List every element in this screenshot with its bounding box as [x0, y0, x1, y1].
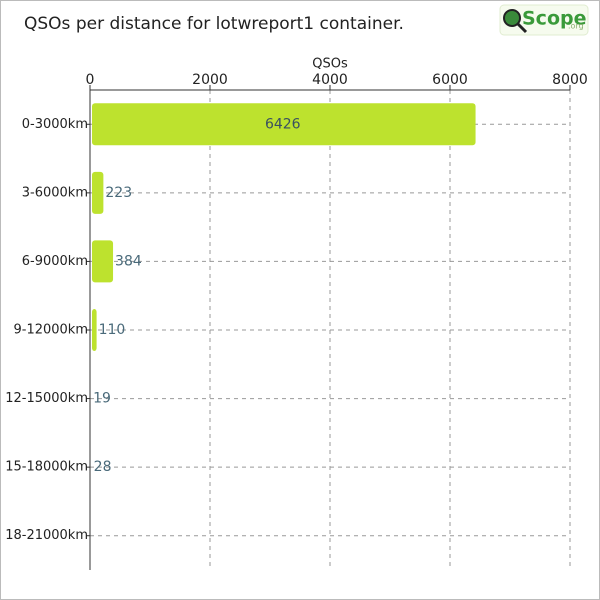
- data-label: 223: [105, 185, 132, 201]
- logo-handle: [516, 22, 528, 34]
- bar: [92, 171, 104, 214]
- bar: [92, 309, 97, 351]
- data-label: 19: [93, 391, 111, 407]
- data-label: 110: [99, 322, 126, 338]
- logo-text: Scope: [522, 8, 587, 30]
- bar: [92, 240, 114, 283]
- x-tick-label: 6000: [432, 72, 468, 88]
- logo-suffix: .org: [568, 22, 584, 31]
- data-label: 28: [94, 459, 112, 475]
- data-label: 6426: [265, 116, 301, 132]
- y-tick-label: 15-18000km: [5, 460, 88, 475]
- logo: Scope .org: [499, 4, 589, 36]
- chart-title: QSOs per distance for lotwreport1 contai…: [24, 14, 404, 34]
- y-tick-label: 9-12000km: [13, 323, 88, 338]
- x-tick-label: 8000: [552, 72, 588, 88]
- y-tick-label: 12-15000km: [5, 391, 88, 406]
- x-tick-label: 2000: [192, 72, 228, 88]
- x-axis-label: QSOs: [312, 57, 348, 72]
- bar: [92, 103, 476, 146]
- x-tick-label: 4000: [312, 72, 348, 88]
- y-tick-label: 18-21000km: [5, 528, 88, 543]
- logo-icon: [503, 9, 521, 27]
- x-tick-label: 0: [86, 72, 95, 88]
- data-label: 384: [115, 253, 142, 269]
- y-tick-label: 0-3000km: [22, 117, 88, 132]
- y-tick-label: 3-6000km: [22, 185, 88, 200]
- y-tick-label: 6-9000km: [22, 254, 88, 269]
